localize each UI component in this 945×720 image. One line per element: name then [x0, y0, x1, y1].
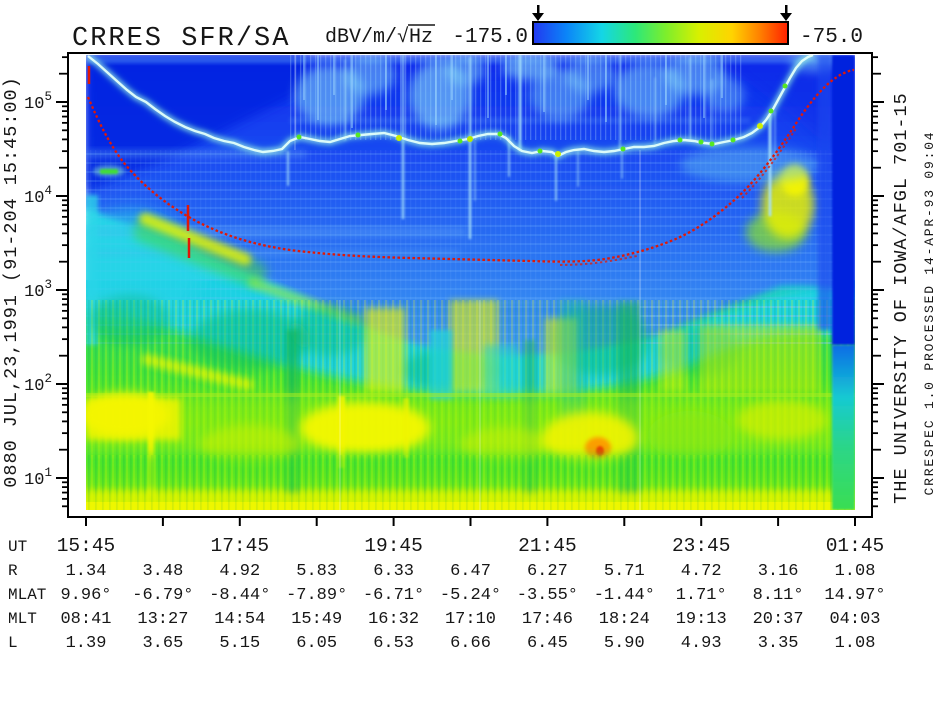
table-cell: 1.34: [66, 562, 107, 581]
ut-value: 17:45: [211, 535, 270, 557]
table-cell: 6.33: [373, 562, 414, 581]
table-row-label-mlt: MLT: [8, 610, 37, 628]
table-cell: -1.44°: [594, 586, 655, 605]
freq-label: 103: [24, 278, 52, 302]
table-cell: 6.27: [527, 562, 568, 581]
fce-line: [86, 66, 855, 266]
table-row-label-mlat: MLAT: [8, 586, 46, 604]
table-cell: 3.65: [142, 634, 183, 653]
table-cell: 04:03: [829, 610, 880, 629]
table-cell: -8.44°: [209, 586, 270, 605]
axes-layer: 105 104 103 102 101: [24, 56, 884, 526]
ephemeris-table: UT 15:45 17:45 19:45 21:45 23:45 01:45 R 1.34 3.4…: [8, 535, 886, 653]
freq-label: 104: [24, 184, 52, 208]
table-cell: 1.08: [835, 562, 876, 581]
table-cell: 5.15: [219, 634, 260, 653]
uhr-enhancement-dots: [296, 83, 788, 157]
freq-label: 102: [24, 372, 52, 396]
table-cell: 15:49: [291, 610, 342, 629]
table-cell: 5.83: [296, 562, 337, 581]
colorbar-units-label: dBV/m/√Hz: [325, 25, 433, 49]
table-cell: 13:27: [137, 610, 188, 629]
ut-value: 01:45: [826, 535, 885, 557]
colorbar: [532, 21, 789, 45]
table-cell: -6.71°: [363, 586, 424, 605]
table-cell: 19:13: [676, 610, 727, 629]
left-orbit-date-label: 0880 JUL,23,1991 (91-204 15:45:00): [1, 76, 22, 487]
table-cell: 17:46: [522, 610, 573, 629]
ut-value: 23:45: [672, 535, 731, 557]
table-cell: 4.72: [681, 562, 722, 581]
table-cell: 4.93: [681, 634, 722, 653]
table-cell: -3.55°: [517, 586, 578, 605]
freq-label: 101: [24, 466, 52, 490]
colorbar-max-label: -75.0: [800, 26, 863, 49]
table-cell: 6.45: [527, 634, 568, 653]
table-cell: 14:54: [214, 610, 265, 629]
colorbar-marker-left-icon: [532, 5, 544, 21]
table-cell: -6.79°: [132, 586, 193, 605]
table-cell: 6.47: [450, 562, 491, 581]
table-cell: 3.16: [758, 562, 799, 581]
colorbar-min-label: -175.0: [452, 26, 528, 49]
figure-header: CRRES SFR/SA dBV/m/√Hz -175.0 -75.0: [72, 5, 863, 54]
table-cell: 3.48: [142, 562, 183, 581]
table-cell: 5.90: [604, 634, 645, 653]
colorbar-marker-right-icon: [780, 5, 792, 21]
table-cell: 6.53: [373, 634, 414, 653]
table-cell: -7.89°: [286, 586, 347, 605]
table-cell: 14.97°: [824, 586, 885, 605]
table-cell: 6.05: [296, 634, 337, 653]
right-processing-label: CRRESPEC 1.0 PROCESSED 14-APR-93 09:04: [922, 131, 937, 496]
red-marker-segments: [87, 66, 191, 258]
table-cell: 6.66: [450, 634, 491, 653]
table-cell: 4.92: [219, 562, 260, 581]
table-cell: 8.11°: [753, 586, 804, 605]
page-title: CRRES SFR/SA: [72, 24, 290, 54]
ut-value: 19:45: [364, 535, 423, 557]
table-cell: 3.35: [758, 634, 799, 653]
table-cell: 18:24: [599, 610, 650, 629]
right-institution-label: THE UNIVERSITY OF IOWA/AFGL 701-15: [891, 92, 912, 503]
table-cell: 1.71°: [676, 586, 727, 605]
table-cell: 08:41: [60, 610, 111, 629]
table-cell: 16:32: [368, 610, 419, 629]
ut-value: 21:45: [518, 535, 577, 557]
table-cell: 5.71: [604, 562, 645, 581]
table-cell: 20:37: [753, 610, 804, 629]
table-cell: 17:10: [445, 610, 496, 629]
table-row-label-r: R: [8, 562, 18, 580]
table-row-label-ut: UT: [8, 538, 27, 556]
ut-value: 15:45: [57, 535, 116, 557]
spectrogram-art: [86, 55, 855, 510]
table-cell: 1.39: [66, 634, 107, 653]
uhr-emission-line: [86, 55, 815, 162]
freq-label: 105: [24, 90, 52, 114]
table-cell: -5.24°: [440, 586, 501, 605]
table-cell: 9.96°: [60, 586, 111, 605]
table-row-label-l: L: [8, 634, 18, 652]
table-cell: 1.08: [835, 634, 876, 653]
